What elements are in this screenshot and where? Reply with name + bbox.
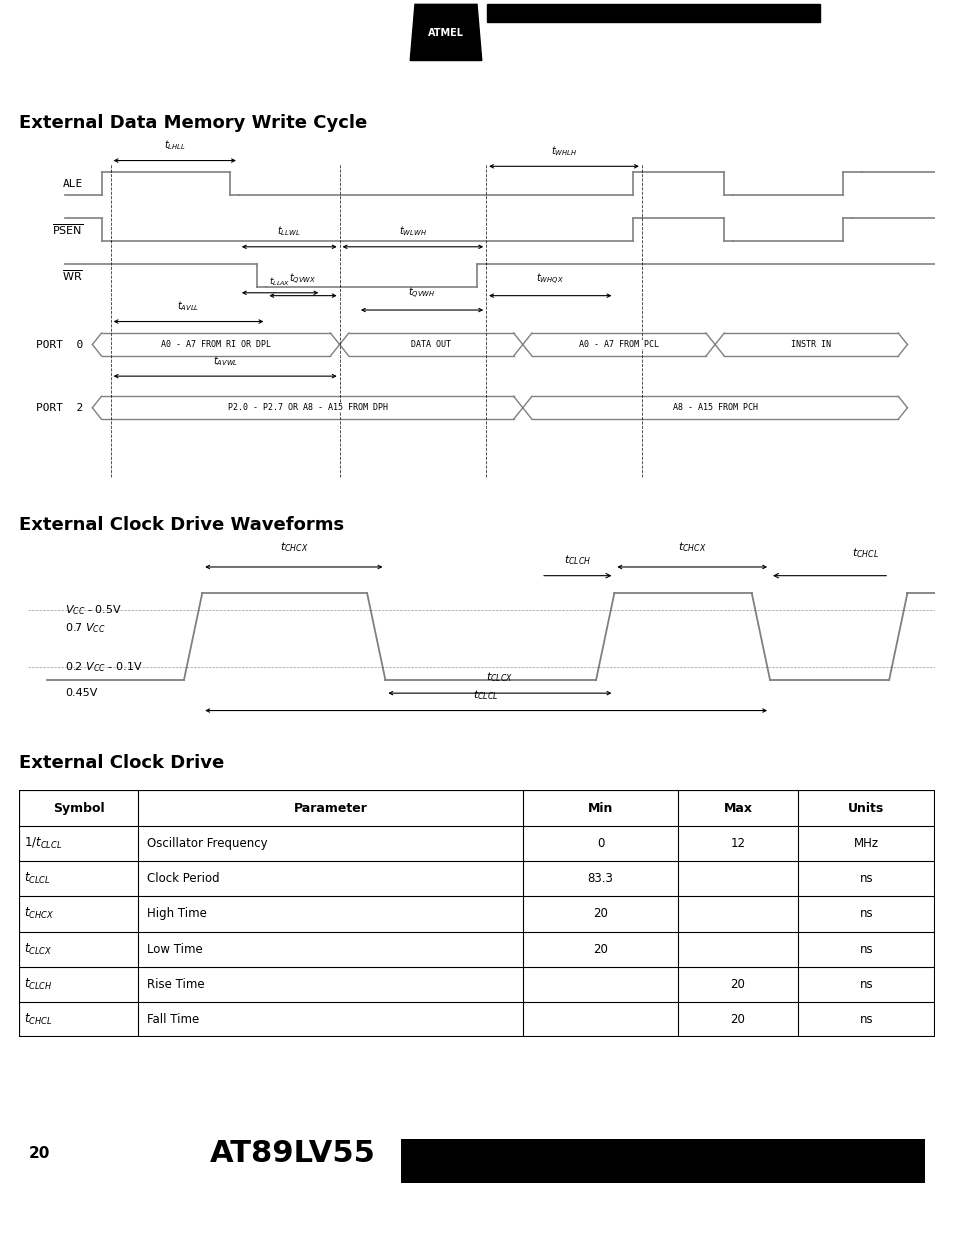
Text: High Time: High Time [147,908,207,920]
Text: $V_{CC}$ - 0.5V: $V_{CC}$ - 0.5V [65,604,122,618]
Text: Clock Period: Clock Period [147,872,220,885]
Text: $t_{LHLL}$: $t_{LHLL}$ [164,138,186,152]
Text: DATA OUT: DATA OUT [411,340,451,350]
Text: 0.7 $V_{CC}$: 0.7 $V_{CC}$ [65,621,106,635]
Polygon shape [410,5,481,61]
Text: Rise Time: Rise Time [147,978,205,990]
Text: $t_{WHQX}$: $t_{WHQX}$ [536,272,563,287]
Text: PORT  2: PORT 2 [36,403,83,412]
Text: $t_{CLCH}$: $t_{CLCH}$ [24,977,52,992]
Text: External Clock Drive Waveforms: External Clock Drive Waveforms [19,516,344,534]
Text: $t_{QVWX}$: $t_{QVWX}$ [289,272,316,287]
Text: P2.0 - P2.7 OR A8 - A15 FROM DPH: P2.0 - P2.7 OR A8 - A15 FROM DPH [228,404,387,412]
Text: ATMEL: ATMEL [427,28,463,38]
Text: $\overline{\rm WR}$: $\overline{\rm WR}$ [62,268,83,283]
Text: ALE: ALE [63,179,83,189]
Text: Max: Max [722,802,752,815]
Text: ns: ns [859,908,872,920]
Text: $t_{CHCL}$: $t_{CHCL}$ [24,1013,52,1028]
Text: $\overline{\rm PSEN}$: $\overline{\rm PSEN}$ [52,222,83,237]
Text: External Clock Drive: External Clock Drive [19,753,224,772]
Text: $t_{WLWH}$: $t_{WLWH}$ [398,225,426,238]
Text: $t_{CHCX}$: $t_{CHCX}$ [279,540,308,555]
Text: Units: Units [847,802,883,815]
Text: 12: 12 [730,837,744,850]
Text: Min: Min [587,802,613,815]
Text: 20: 20 [593,908,607,920]
Text: $t_{CHCX}$: $t_{CHCX}$ [24,906,53,921]
Text: $t_{QVWH}$: $t_{QVWH}$ [408,287,436,301]
Text: A0 - A7 FROM PCL: A0 - A7 FROM PCL [578,340,659,350]
Text: $t_{CHCX}$: $t_{CHCX}$ [678,540,706,555]
Bar [400,1139,924,1183]
Text: $t_{CLCL}$: $t_{CLCL}$ [473,688,498,701]
Text: 0.2 $V_{CC}$ - 0.1V: 0.2 $V_{CC}$ - 0.1V [65,661,142,674]
Text: INSTR IN: INSTR IN [790,340,830,350]
Text: $t_{CLCH}$: $t_{CLCH}$ [563,553,591,567]
Text: A0 - A7 FROM RI OR DPL: A0 - A7 FROM RI OR DPL [161,340,271,350]
Text: 83.3: 83.3 [587,872,613,885]
Text: AT89LV55: AT89LV55 [210,1139,375,1168]
Text: $t_{LLAX}$: $t_{LLAX}$ [269,275,291,288]
Text: 0.45V: 0.45V [65,688,97,698]
Text: Low Time: Low Time [147,942,203,956]
Text: $t_{CLCL}$: $t_{CLCL}$ [24,871,51,887]
Text: Oscillator Frequency: Oscillator Frequency [147,837,268,850]
Text: $t_{LLWL}$: $t_{LLWL}$ [277,225,301,238]
Bar [486,5,820,21]
Text: Fall Time: Fall Time [147,1013,199,1026]
Text: 0: 0 [597,837,603,850]
Text: ns: ns [859,1013,872,1026]
Text: ns: ns [859,942,872,956]
Text: ns: ns [859,978,872,990]
Text: A8 - A15 FROM PCH: A8 - A15 FROM PCH [672,404,757,412]
Text: $t_{AVLL}$: $t_{AVLL}$ [177,299,199,312]
Text: $t_{CLCX}$: $t_{CLCX}$ [24,941,52,957]
Text: PORT  0: PORT 0 [36,340,83,350]
Text: Parameter: Parameter [294,802,367,815]
Text: $t_{CHCL}$: $t_{CHCL}$ [852,546,879,559]
Text: Symbol: Symbol [52,802,104,815]
Text: External Data Memory Write Cycle: External Data Memory Write Cycle [19,115,367,132]
Text: 20: 20 [593,942,607,956]
Text: 20: 20 [730,1013,744,1026]
Text: MHz: MHz [853,837,878,850]
Text: 20: 20 [29,1146,50,1161]
Text: $t_{AVWL}$: $t_{AVWL}$ [213,353,237,368]
Text: $1/t_{CLCL}$: $1/t_{CLCL}$ [24,836,62,851]
Text: $t_{WHLH}$: $t_{WHLH}$ [550,143,577,158]
Text: 20: 20 [730,978,744,990]
Text: $t_{CLCX}$: $t_{CLCX}$ [486,671,513,684]
Text: ns: ns [859,872,872,885]
